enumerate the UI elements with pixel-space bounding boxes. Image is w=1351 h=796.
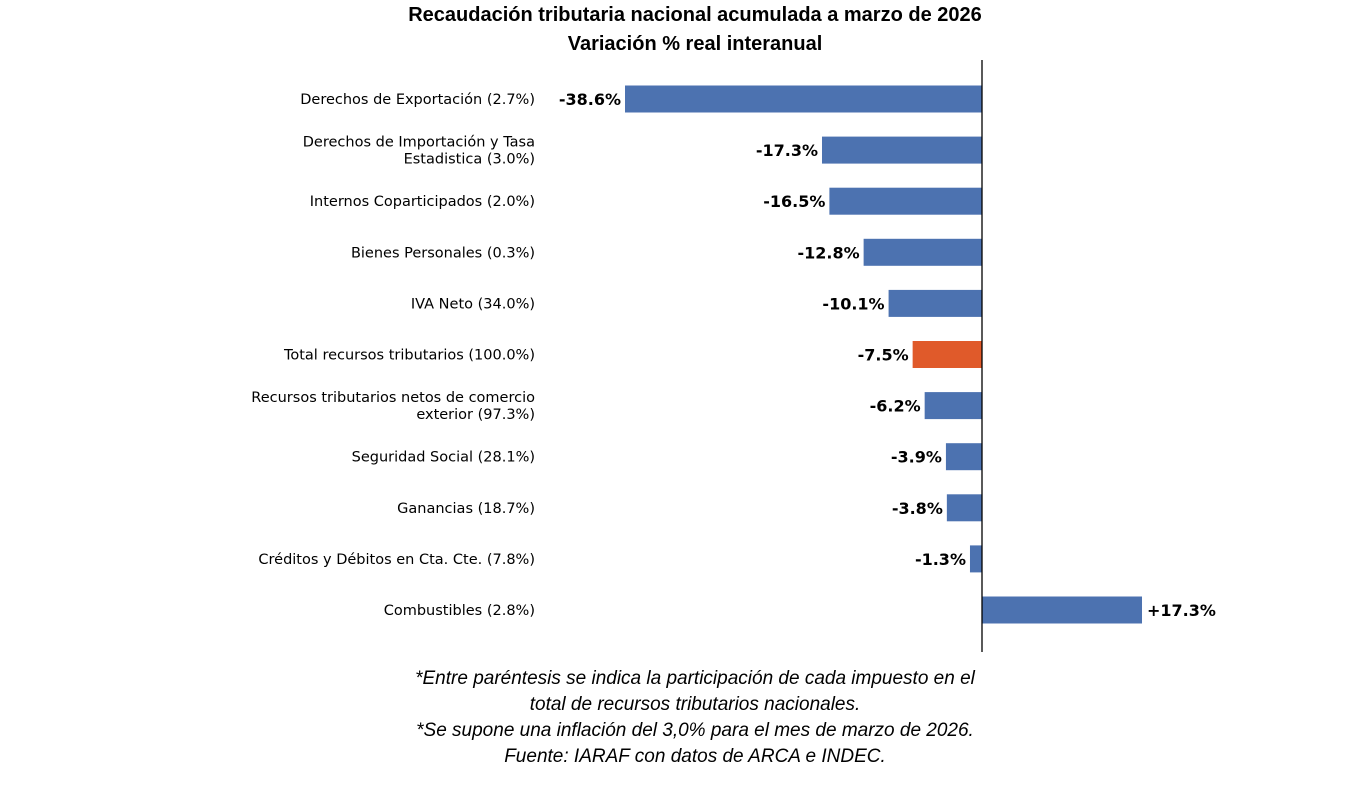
category-label: IVA Neto (34.0%) xyxy=(411,296,535,312)
data-label: -3.8% xyxy=(892,499,943,518)
category-label: Seguridad Social (28.1%) xyxy=(352,450,535,466)
data-label: -16.5% xyxy=(763,192,825,211)
category-label: Internos Coparticipados (2.0%) xyxy=(310,194,535,210)
category-label: Bienes Personales (0.3%) xyxy=(351,245,535,261)
bar xyxy=(912,341,982,368)
category-label: Derechos de Importación y Tasa Estadistic… xyxy=(303,135,535,168)
bar xyxy=(863,238,982,266)
data-label: -17.3% xyxy=(756,141,818,160)
source-note: Fuente: IARAF con datos de ARCA e INDEC. xyxy=(504,746,886,767)
category-label: Ganancias (18.7%) xyxy=(397,501,535,517)
data-label: -3.9% xyxy=(891,448,942,467)
data-label: -7.5% xyxy=(858,346,909,365)
category-label: Derechos de Exportación (2.7%) xyxy=(300,92,535,108)
bar xyxy=(982,596,1143,624)
data-label: -12.8% xyxy=(797,243,859,262)
data-label: +17.3% xyxy=(1147,601,1216,620)
bar xyxy=(821,136,982,164)
data-label: -1.3% xyxy=(915,550,966,569)
data-label: -6.2% xyxy=(870,397,921,416)
category-label: Total recursos tributarios (100.0%) xyxy=(283,348,535,364)
data-label: -10.1% xyxy=(822,294,884,313)
bar xyxy=(924,392,982,420)
bar xyxy=(829,187,982,215)
data-label: -38.6% xyxy=(559,90,621,109)
footnote-3: *Se supone una inflación del 3,0% para e… xyxy=(416,720,974,741)
bar xyxy=(888,289,982,317)
bar xyxy=(946,494,982,522)
chart-subtitle: Variación % real interanual xyxy=(567,33,823,55)
bar xyxy=(969,545,982,573)
footnote-2: total de recursos tributarios nacionales… xyxy=(529,694,861,715)
footnote-1: *Entre paréntesis se indica la participa… xyxy=(415,668,975,689)
bar xyxy=(625,85,982,113)
bar xyxy=(945,443,982,471)
chart-title: Recaudación tributaria nacional acumulad… xyxy=(408,4,982,26)
category-label: Créditos y Débitos en Cta. Cte. (7.8%) xyxy=(258,552,535,568)
category-label: Recursos tributarios netos de comercio ex… xyxy=(251,390,535,423)
category-label: Combustibles (2.8%) xyxy=(384,603,535,619)
footnotes: *Entre paréntesis se indica la participa… xyxy=(0,666,1351,770)
